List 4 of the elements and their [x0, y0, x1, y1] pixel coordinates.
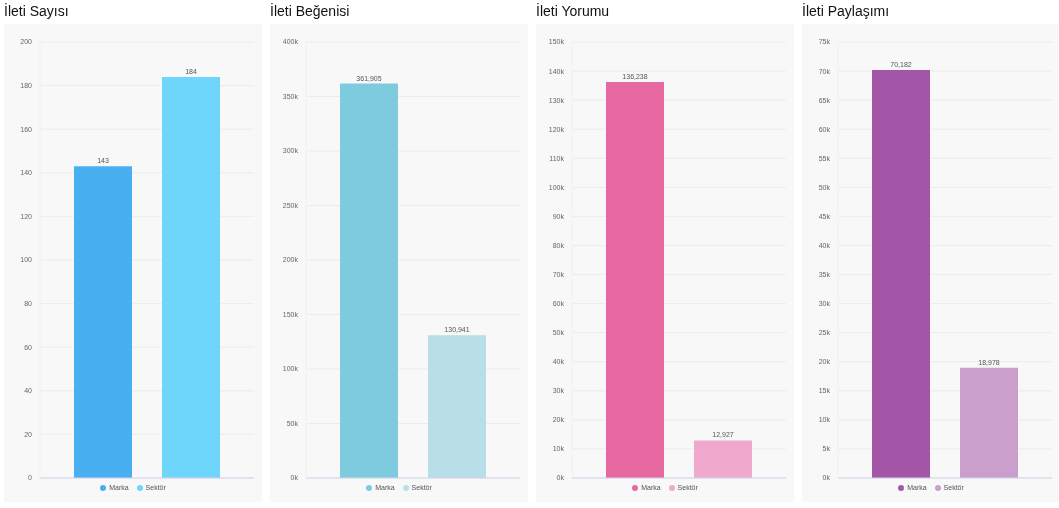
chart-title: İleti Sayısı — [4, 2, 70, 21]
chart-title: İleti Yorumu — [536, 2, 611, 21]
chart-title: İleti Paylaşımı — [802, 2, 891, 21]
chart-title: İleti Beğenisi — [270, 2, 351, 21]
